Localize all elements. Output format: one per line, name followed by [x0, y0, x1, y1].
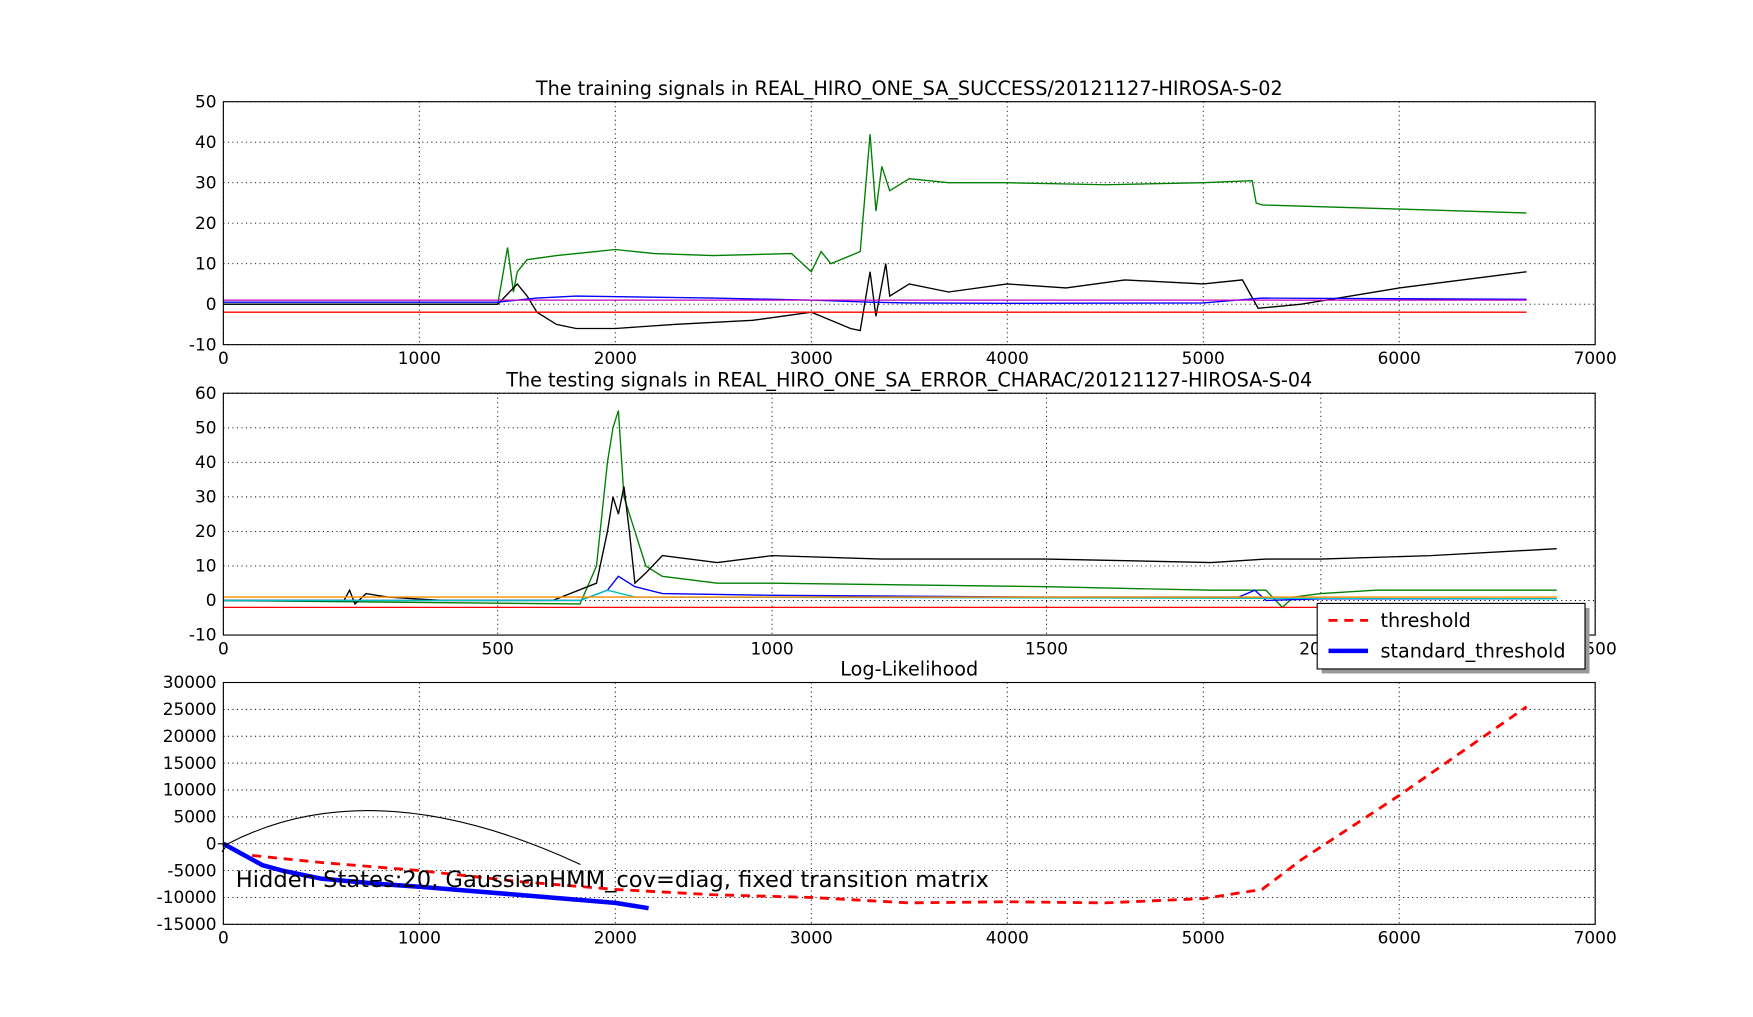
- x-tick-label: 1000: [398, 348, 441, 368]
- x-tick-label: 7000: [1574, 928, 1617, 948]
- y-tick-label: -10000: [157, 887, 217, 907]
- x-tick-label: 3000: [790, 348, 833, 368]
- annotation: Hidden States:20, GaussianHMM_cov=diag, …: [236, 867, 989, 893]
- y-tick-label: 40: [195, 452, 217, 472]
- y-tick-label: 20000: [163, 726, 217, 746]
- x-tick-label: 4000: [986, 928, 1029, 948]
- subplot: The testing signals in REAL_HIRO_ONE_SA_…: [189, 368, 1617, 658]
- y-tick-label: 30: [195, 172, 217, 192]
- x-tick-label: 7000: [1574, 348, 1617, 368]
- plot-area: [223, 682, 1596, 925]
- y-tick-label: 0: [206, 294, 217, 314]
- y-tick-label: 20: [195, 521, 217, 541]
- x-tick-label: 2000: [594, 928, 637, 948]
- x-tick-label: 1500: [1025, 638, 1068, 658]
- chart-title: The testing signals in REAL_HIRO_ONE_SA_…: [505, 368, 1312, 391]
- line-series: [222, 705, 1528, 905]
- legend: [1316, 602, 1586, 670]
- legend-label: threshold: [1380, 609, 1470, 632]
- y-tick-label: 5000: [173, 807, 216, 827]
- y-tick-label: 60: [195, 383, 217, 403]
- chart-title: Log-Likelihood: [840, 658, 978, 681]
- x-tick-label: 5000: [1182, 928, 1225, 948]
- legend-label: standard_threshold: [1380, 640, 1565, 663]
- annotation-arrow: [228, 810, 581, 865]
- line-series: [223, 263, 1527, 332]
- line-series: [222, 841, 649, 911]
- x-tick-label: 6000: [1378, 928, 1421, 948]
- plot-frame: [222, 101, 1596, 346]
- y-tick-label: -5000: [167, 860, 216, 880]
- x-tick-label: 1000: [398, 928, 441, 948]
- y-tick-label: 0: [206, 833, 217, 853]
- x-tick-label: 500: [482, 638, 514, 658]
- x-tick-label: 0: [218, 928, 229, 948]
- y-tick-label: 40: [195, 132, 217, 152]
- y-tick-label: -15000: [157, 914, 217, 934]
- y-tick-label: 50: [195, 91, 217, 111]
- y-tick-label: 50: [195, 417, 217, 437]
- y-tick-label: 10000: [163, 780, 217, 800]
- x-tick-label: 5000: [1182, 348, 1225, 368]
- line-series: [223, 295, 1527, 304]
- chart-title: The training signals in REAL_HIRO_ONE_SA…: [535, 77, 1283, 100]
- x-tick-label: 2000: [594, 348, 637, 368]
- y-tick-label: 10: [195, 556, 217, 576]
- y-tick-label: 30: [195, 487, 217, 507]
- y-tick-label: 0: [206, 590, 217, 610]
- line-series: [223, 410, 1557, 609]
- line-series: [223, 486, 1557, 606]
- plot-area: [223, 101, 1596, 345]
- y-tick-label: -10: [189, 334, 217, 354]
- plot-frame: [222, 392, 1596, 636]
- y-tick-label: -10: [189, 625, 217, 645]
- x-tick-label: 0: [218, 638, 229, 658]
- subplot: Log-Likelihood 0 1000 2000 3000 4000 5000 6000 7…: [157, 658, 1617, 948]
- y-tick-label: 20: [195, 213, 217, 233]
- y-tick-label: 30000: [163, 672, 217, 692]
- x-tick-label: 3000: [790, 928, 833, 948]
- subplot: The training signals in REAL_HIRO_ONE_SA…: [189, 77, 1617, 368]
- x-tick-label: 0: [218, 348, 229, 368]
- y-tick-label: 15000: [163, 753, 217, 773]
- y-tick-label: 10: [195, 253, 217, 273]
- x-tick-label: 1000: [751, 638, 794, 658]
- x-tick-label: 4000: [986, 348, 1029, 368]
- plot-area: [223, 393, 1596, 636]
- line-series: [223, 134, 1527, 305]
- plot-frame: [222, 681, 1596, 925]
- x-tick-label: 6000: [1378, 348, 1421, 368]
- y-tick-label: 25000: [163, 699, 217, 719]
